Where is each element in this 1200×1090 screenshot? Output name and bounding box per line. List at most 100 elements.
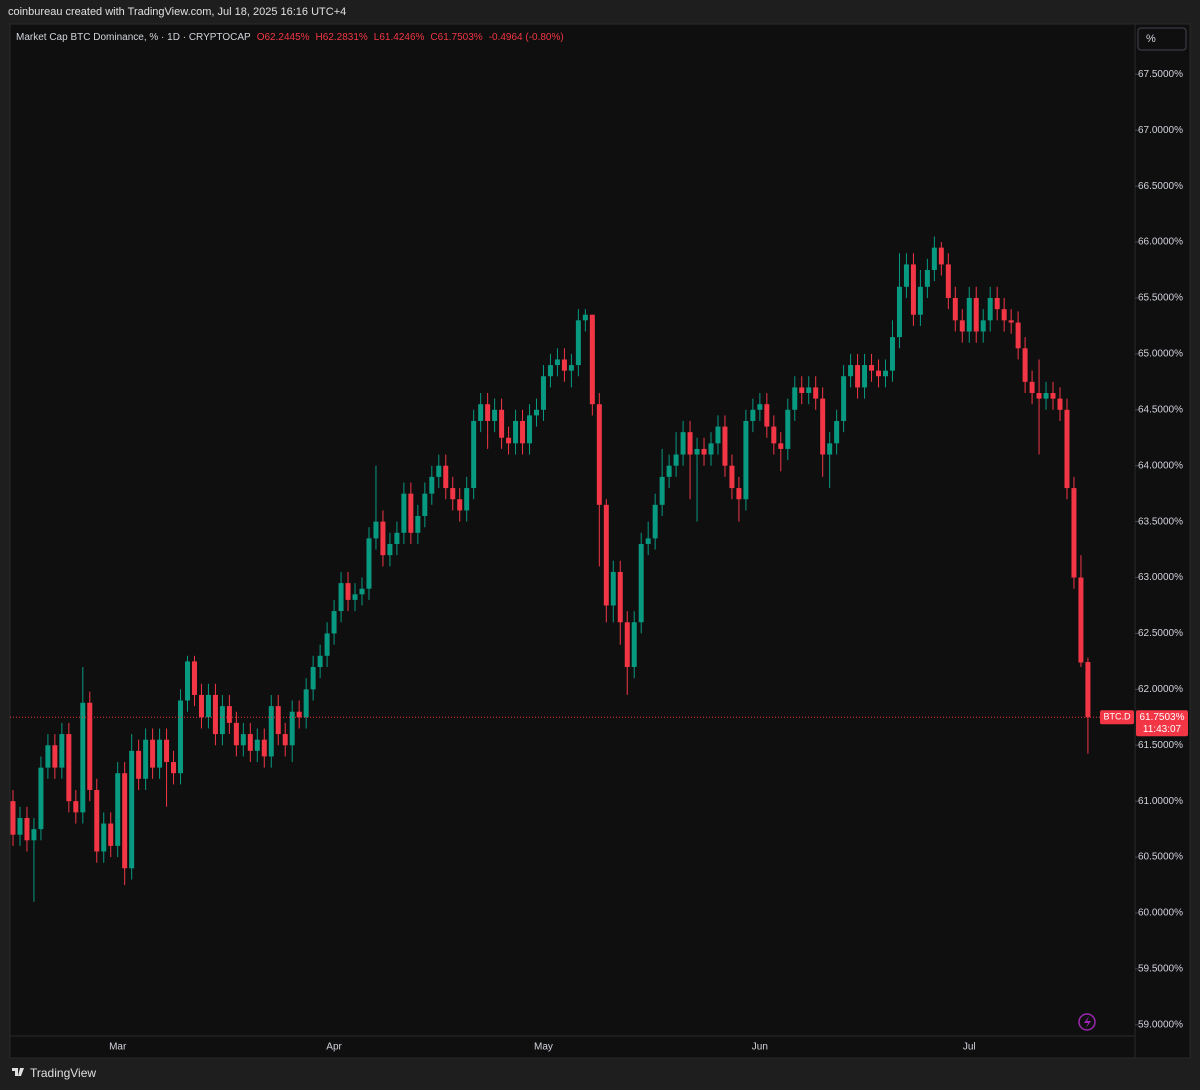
y-tick-label: 66.5000% [1138, 181, 1183, 192]
candle-body [415, 516, 421, 533]
candle-body [520, 420, 526, 444]
candle-body [506, 437, 512, 444]
candle-body [373, 521, 379, 539]
candle-body [198, 694, 204, 718]
candle-body [1078, 577, 1084, 663]
candle-body [478, 404, 484, 421]
candle-body [52, 745, 58, 768]
legend: Market Cap BTC Dominance, % · 1D · CRYPT… [16, 32, 564, 43]
legend-title: Market Cap BTC Dominance, % · 1D · CRYPT… [16, 32, 251, 43]
candle-body [855, 365, 861, 388]
candle-body [806, 387, 812, 394]
candle-body [694, 448, 700, 455]
candle-body [150, 739, 156, 768]
candle-body [1036, 393, 1042, 399]
candle-body [275, 706, 281, 735]
candle-body [589, 314, 595, 405]
scale-button-label[interactable]: % [1146, 33, 1156, 45]
caption: coinbureau created with TradingView.com,… [8, 6, 346, 18]
candle-body [931, 247, 937, 271]
logo-mark [12, 1068, 24, 1076]
candle-body [352, 594, 358, 600]
candle-body [903, 264, 909, 287]
candle-body [624, 622, 630, 667]
y-tick-label: 61.5000% [1138, 740, 1183, 751]
alert-icon-bolt[interactable] [1084, 1016, 1091, 1028]
candle-body [282, 734, 288, 746]
candle-body [736, 488, 742, 500]
symbol-tag [1100, 710, 1134, 725]
candle-body [575, 320, 581, 366]
chart-panel [9, 23, 1191, 1059]
candle-body [359, 588, 365, 595]
candle-body [268, 706, 274, 757]
candle-body [540, 376, 546, 410]
alert-icon[interactable] [1078, 1013, 1096, 1031]
candle-body [743, 420, 749, 500]
y-tick-label: 61.0000% [1138, 796, 1183, 807]
y-tick-label: 67.0000% [1138, 125, 1183, 136]
candle-body [296, 711, 302, 718]
candle-body [687, 432, 693, 455]
legend-open: O62.2445% [257, 32, 310, 43]
y-tick-label: 67.5000% [1138, 69, 1183, 80]
candle-body [247, 734, 253, 751]
candle-body [883, 370, 888, 377]
candle-body [638, 543, 644, 623]
candle-body [603, 504, 609, 606]
candle-body [219, 706, 225, 735]
candle-body [582, 314, 588, 321]
legend-change: -0.4964 (-0.80%) [489, 32, 564, 43]
candle-body [1043, 393, 1049, 399]
candle-body [554, 359, 560, 366]
candle-body [820, 398, 826, 455]
candle-body [561, 359, 567, 371]
candle-body [1050, 393, 1056, 399]
candle-body [366, 538, 372, 589]
y-tick-label: 62.5000% [1138, 628, 1183, 639]
legend-high: H62.2831% [316, 32, 368, 43]
candle-body [1015, 322, 1021, 349]
candle-body [547, 365, 553, 377]
candle-body [387, 543, 393, 556]
y-tick-label: 59.0000% [1138, 1019, 1183, 1030]
candle-body [834, 420, 840, 444]
candle-body [59, 734, 65, 768]
candle-body [240, 734, 246, 746]
candle-body [499, 409, 505, 438]
footer-brand: TradingView [30, 1066, 96, 1080]
candle-body [171, 762, 177, 774]
candle-body [596, 404, 602, 505]
candle-body [1064, 409, 1070, 489]
candle-body [896, 286, 902, 338]
candle-body [666, 465, 672, 477]
candle-body [980, 320, 986, 332]
price-tag-label: 61.7503% [1139, 712, 1184, 723]
candle-body [10, 801, 16, 835]
candle-body [778, 443, 784, 449]
candle-body [115, 773, 121, 846]
candle-body [959, 320, 965, 332]
y-tick-label: 65.5000% [1138, 293, 1183, 304]
candle-body [757, 404, 763, 410]
candle-body [429, 476, 435, 494]
x-tick-label: Jul [963, 1042, 976, 1053]
candle-body [722, 426, 728, 466]
candle-body [492, 409, 498, 421]
candle-body [457, 499, 463, 511]
y-tick-label: 63.5000% [1138, 516, 1183, 527]
candle-body [143, 739, 149, 779]
candle-body [191, 661, 197, 695]
candle-body [164, 739, 170, 763]
candle-body [715, 426, 721, 444]
candle-body [471, 420, 477, 489]
candle-body [261, 739, 267, 757]
candle-body [422, 493, 428, 517]
candle-body [792, 387, 798, 410]
scale-button[interactable] [1137, 27, 1187, 51]
candle-body [910, 264, 916, 315]
candle-body [534, 409, 539, 416]
candle-body [987, 297, 993, 321]
candle-body [436, 465, 442, 477]
